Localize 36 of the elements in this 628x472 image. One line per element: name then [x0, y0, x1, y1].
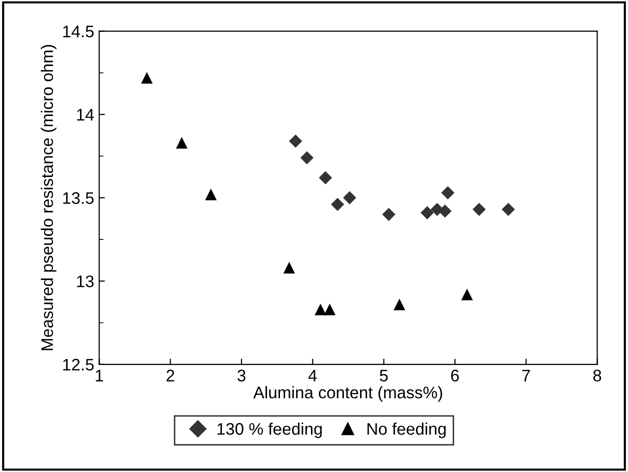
x-tick-label: 6 — [451, 370, 459, 382]
point — [318, 171, 332, 184]
y-tick-label: 14.5 — [63, 26, 94, 38]
point — [461, 288, 473, 300]
point — [438, 204, 452, 218]
point — [330, 198, 344, 212]
x-tick-label: 1 — [96, 370, 104, 382]
point — [288, 134, 302, 148]
point — [324, 304, 336, 316]
x-tick-label: 5 — [380, 370, 388, 382]
x-tick-label: 8 — [593, 370, 602, 382]
y-tick-label: 14 — [77, 109, 94, 120]
point — [300, 151, 314, 164]
x-tick-label: 7 — [522, 370, 530, 382]
point — [141, 72, 153, 84]
point — [343, 191, 356, 204]
point — [441, 186, 454, 200]
y-tick-label: 13.5 — [63, 192, 94, 204]
point — [283, 262, 295, 274]
point — [382, 208, 396, 222]
point — [472, 202, 486, 216]
point — [314, 304, 326, 316]
y-tick-label: 13 — [77, 275, 94, 288]
y-tick-label: 12.5 — [63, 358, 94, 371]
point — [205, 188, 217, 200]
legend-label: 130 % feeding — [218, 422, 322, 438]
point — [420, 206, 434, 220]
y-axis-title: Measured pseudo resistance (micro ohm) — [40, 45, 56, 350]
x-tick-label: 3 — [238, 370, 246, 382]
point — [176, 136, 188, 149]
x-axis-title: Alumina content (mass%) — [253, 386, 442, 402]
x-tick-label: 4 — [308, 370, 317, 382]
point — [502, 202, 515, 216]
point — [394, 298, 406, 310]
legend-label: No feeding — [368, 422, 446, 438]
x-tick-label: 2 — [166, 370, 174, 382]
